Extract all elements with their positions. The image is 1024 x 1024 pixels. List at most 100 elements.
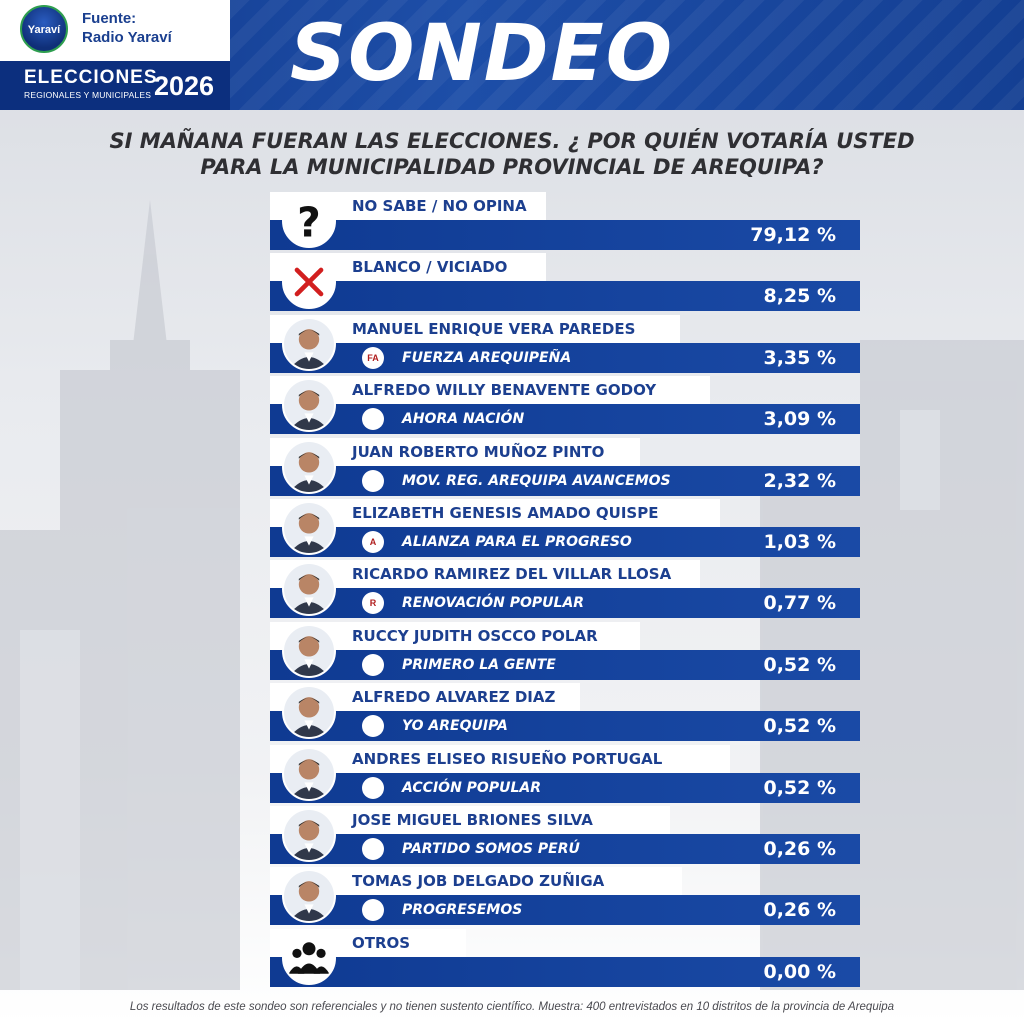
question-icon: ? [282,194,336,248]
elections-year: 2026 [154,71,215,101]
result-row: OTROS 0,00 % [270,929,862,987]
result-row: ANDRES ELISEO RISUEÑO PORTUGAL ACCIÓN POP… [270,745,862,803]
percentage-value: 0,52 % [763,777,836,799]
svg-text:?: ? [297,199,321,246]
result-row: NO SABE / NO OPINA 79,12 %? [270,192,862,250]
group-icon [282,931,336,985]
percentage-value: 2,32 % [763,470,836,492]
party-name: RENOVACIÓN POPULAR [402,595,585,611]
party-logo-icon [362,408,384,430]
result-bar: ACCIÓN POPULAR 0,52 % [270,773,860,803]
percentage-value: 0,00 % [763,961,836,983]
result-bar: FA FUERZA AREQUIPEÑA 3,35 % [270,343,860,373]
result-row: ELIZABETH GENESIS AMADO QUISPE A ALIANZA P… [270,499,862,557]
result-row: JUAN ROBERTO MUÑOZ PINTO MOV. REG. AREQUI… [270,438,862,496]
header-pattern [230,0,1024,110]
result-bar: PARTIDO SOMOS PERÚ 0,26 % [270,834,860,864]
percentage-value: 0,26 % [763,899,836,921]
source-label: Fuente: Radio Yaraví [82,9,172,47]
x-mark-icon [282,255,336,309]
candidate-name: RUCCY JUDITH OSCCO POLAR [352,627,598,645]
header-banner: Yaraví Fuente: Radio Yaraví ELECCIONES R… [0,0,1024,110]
candidate-name: MANUEL ENRIQUE VERA PAREDES [352,320,636,338]
percentage-value: 0,52 % [763,715,836,737]
result-row: ALFREDO ALVAREZ DIAZ YO AREQUIPA 0,52 % [270,683,862,741]
candidate-avatar [282,501,336,555]
party-logo-icon: FA [362,347,384,369]
name-label-box: JOSE MIGUEL BRIONES SILVA [270,806,670,834]
elections-subtitle: REGIONALES Y MUNICIPALES [24,90,152,100]
candidate-name: NO SABE / NO OPINA [352,197,527,215]
percentage-value: 0,77 % [763,592,836,614]
elections-word: ELECCIONES [24,67,158,88]
party-logo-icon: A [362,531,384,553]
name-label-box: ELIZABETH GENESIS AMADO QUISPE [270,499,720,527]
candidate-name: ALFREDO ALVAREZ DIAZ [352,688,556,706]
candidate-avatar [282,562,336,616]
party-logo-icon [362,777,384,799]
result-row: ALFREDO WILLY BENAVENTE GODOY AHORA NACIÓ… [270,376,862,434]
percentage-value: 3,35 % [763,347,836,369]
party-name: ALIANZA PARA EL PROGRESO [402,534,632,550]
party-logo-icon [362,654,384,676]
source-line1: Fuente: [82,10,137,27]
candidate-avatar [282,624,336,678]
result-bar: R RENOVACIÓN POPULAR 0,77 % [270,588,860,618]
page-title: SONDEO [290,9,675,99]
candidate-name: OTROS [352,934,411,952]
result-bar: 0,00 % [270,957,860,987]
footnote: Los resultados de este sondeo son refere… [129,1001,895,1013]
result-bar: 79,12 % [270,220,860,250]
name-label-box: ANDRES ELISEO RISUEÑO PORTUGAL [270,745,730,773]
result-bar: PRIMERO LA GENTE 0,52 % [270,650,860,680]
party-name: PARTIDO SOMOS PERÚ [402,841,580,857]
result-row: RICARDO RAMIREZ DEL VILLAR LLOSA R RENOVAC… [270,560,862,618]
result-bar: A ALIANZA PARA EL PROGRESO 1,03 % [270,527,860,557]
percentage-value: 3,09 % [763,408,836,430]
result-row: BLANCO / VICIADO 8,25 % [270,253,862,311]
source-box: Yaraví Fuente: Radio Yaraví [0,0,230,58]
party-logo-icon [362,899,384,921]
party-name: FUERZA AREQUIPEÑA [402,350,572,366]
result-bar: PROGRESEMOS 0,26 % [270,895,860,925]
candidate-name: BLANCO / VICIADO [352,258,508,276]
party-name: PROGRESEMOS [402,902,523,918]
name-label-box: MANUEL ENRIQUE VERA PAREDES [270,315,680,343]
elections-badge: ELECCIONES REGIONALES Y MUNICIPALES 2026 [0,58,230,110]
candidate-avatar [282,808,336,862]
question-line1: SI MAÑANA FUERAN LAS ELECCIONES. ¿ POR Q… [109,129,915,153]
candidate-name: ANDRES ELISEO RISUEÑO PORTUGAL [352,750,663,768]
result-bar: 8,25 % [270,281,860,311]
candidate-name: ELIZABETH GENESIS AMADO QUISPE [352,504,659,522]
percentage-value: 0,52 % [763,654,836,676]
party-logo-icon [362,838,384,860]
candidate-avatar [282,685,336,739]
candidate-avatar [282,747,336,801]
candidate-name: TOMAS JOB DELGADO ZUÑIGA [352,872,605,890]
party-name: MOV. REG. AREQUIPA AVANCEMOS [402,473,671,489]
result-bar: MOV. REG. AREQUIPA AVANCEMOS 2,32 % [270,466,860,496]
result-bar: YO AREQUIPA 0,52 % [270,711,860,741]
brand-logo-text: Yaraví [27,24,61,36]
candidate-avatar [282,378,336,432]
name-label-box: TOMAS JOB DELGADO ZUÑIGA [270,867,682,895]
result-row: MANUEL ENRIQUE VERA PAREDES FA FUERZA AREQ… [270,315,862,373]
party-name: PRIMERO LA GENTE [402,657,556,673]
candidate-name: JUAN ROBERTO MUÑOZ PINTO [352,443,605,461]
name-label-box: RICARDO RAMIREZ DEL VILLAR LLOSA [270,560,700,588]
name-label-box: ALFREDO WILLY BENAVENTE GODOY [270,376,710,404]
radio-yaravi-logo: Yaraví [20,5,68,53]
candidate-name: JOSE MIGUEL BRIONES SILVA [352,811,593,829]
candidate-name: ALFREDO WILLY BENAVENTE GODOY [352,381,657,399]
result-bar: AHORA NACIÓN 3,09 % [270,404,860,434]
party-logo-icon [362,715,384,737]
percentage-value: 8,25 % [763,285,836,307]
candidate-avatar [282,317,336,371]
percentage-value: 79,12 % [750,224,836,246]
party-name: AHORA NACIÓN [402,411,525,427]
percentage-value: 0,26 % [763,838,836,860]
source-line2: Radio Yaraví [82,29,172,46]
percentage-value: 1,03 % [763,531,836,553]
result-row: RUCCY JUDITH OSCCO POLAR PRIMERO LA GENTE… [270,622,862,680]
candidate-avatar [282,440,336,494]
